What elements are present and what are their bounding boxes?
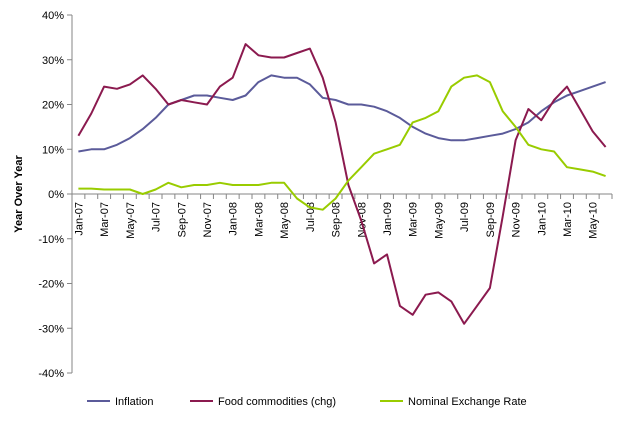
y-tick-label: -20% (38, 279, 64, 291)
x-tick-label: May-08 (279, 202, 291, 239)
x-axis: Jan-07 Mar-07 May-07 Jul-07 Sep-07 Nov-07 Jan-… (71, 193, 613, 239)
legend: Inflation Food commodities (chg) Nominal E… (87, 396, 527, 408)
x-tick-label: Sep-08 (331, 202, 343, 237)
y-tick-label: -40% (38, 368, 64, 380)
x-tick-label: Mar-07 (99, 202, 111, 237)
x-tick-label: Mar-09 (408, 202, 420, 237)
series-line-2 (77, 43, 607, 325)
y-tick-label: 30% (42, 55, 64, 67)
y-tick-label: -10% (38, 234, 64, 246)
y-axis: 40% 30% 20% 10% 0% -10% -20% -30% -40% (38, 10, 73, 380)
x-tick-label: Nov-07 (202, 202, 214, 237)
legend-label-3: Nominal Exchange Rate (408, 396, 527, 408)
y-tick-label: 10% (42, 144, 64, 156)
series-line-1 (78, 74, 606, 153)
y-tick-label: 0% (48, 189, 64, 201)
x-tick-label: Mar-08 (253, 202, 265, 237)
x-tick-label: Nov-09 (511, 202, 523, 237)
x-tick-label: Sep-09 (485, 202, 497, 237)
legend-label-2: Food commodities (chg) (218, 396, 336, 408)
x-tick-label: Jan-08 (228, 202, 240, 236)
y-tick-label: 20% (42, 100, 64, 112)
series-line-3 (78, 74, 606, 211)
legend-label-1: Inflation (115, 396, 154, 408)
x-tick-label: Mar-10 (562, 202, 574, 237)
x-tick-label: May-07 (125, 202, 137, 239)
x-tick-label: Jan-10 (536, 202, 548, 236)
x-tick-label: May-09 (433, 202, 445, 239)
series-layer (77, 43, 607, 325)
x-tick-label: Jan-09 (382, 202, 394, 236)
x-tick-label: Jul-09 (459, 202, 471, 232)
y-axis-title: Year Over Year (13, 155, 25, 233)
y-tick-label: 40% (42, 10, 64, 22)
x-tick-label: Jan-07 (73, 202, 85, 236)
x-tick-label: May-10 (588, 202, 600, 239)
x-tick-label: Sep-07 (176, 202, 188, 237)
x-tick-label: Jul-07 (151, 202, 163, 232)
x-tick-label: Jul-08 (305, 202, 317, 232)
x-tick-label: Nov-08 (356, 202, 368, 237)
y-tick-label: -30% (38, 323, 64, 335)
